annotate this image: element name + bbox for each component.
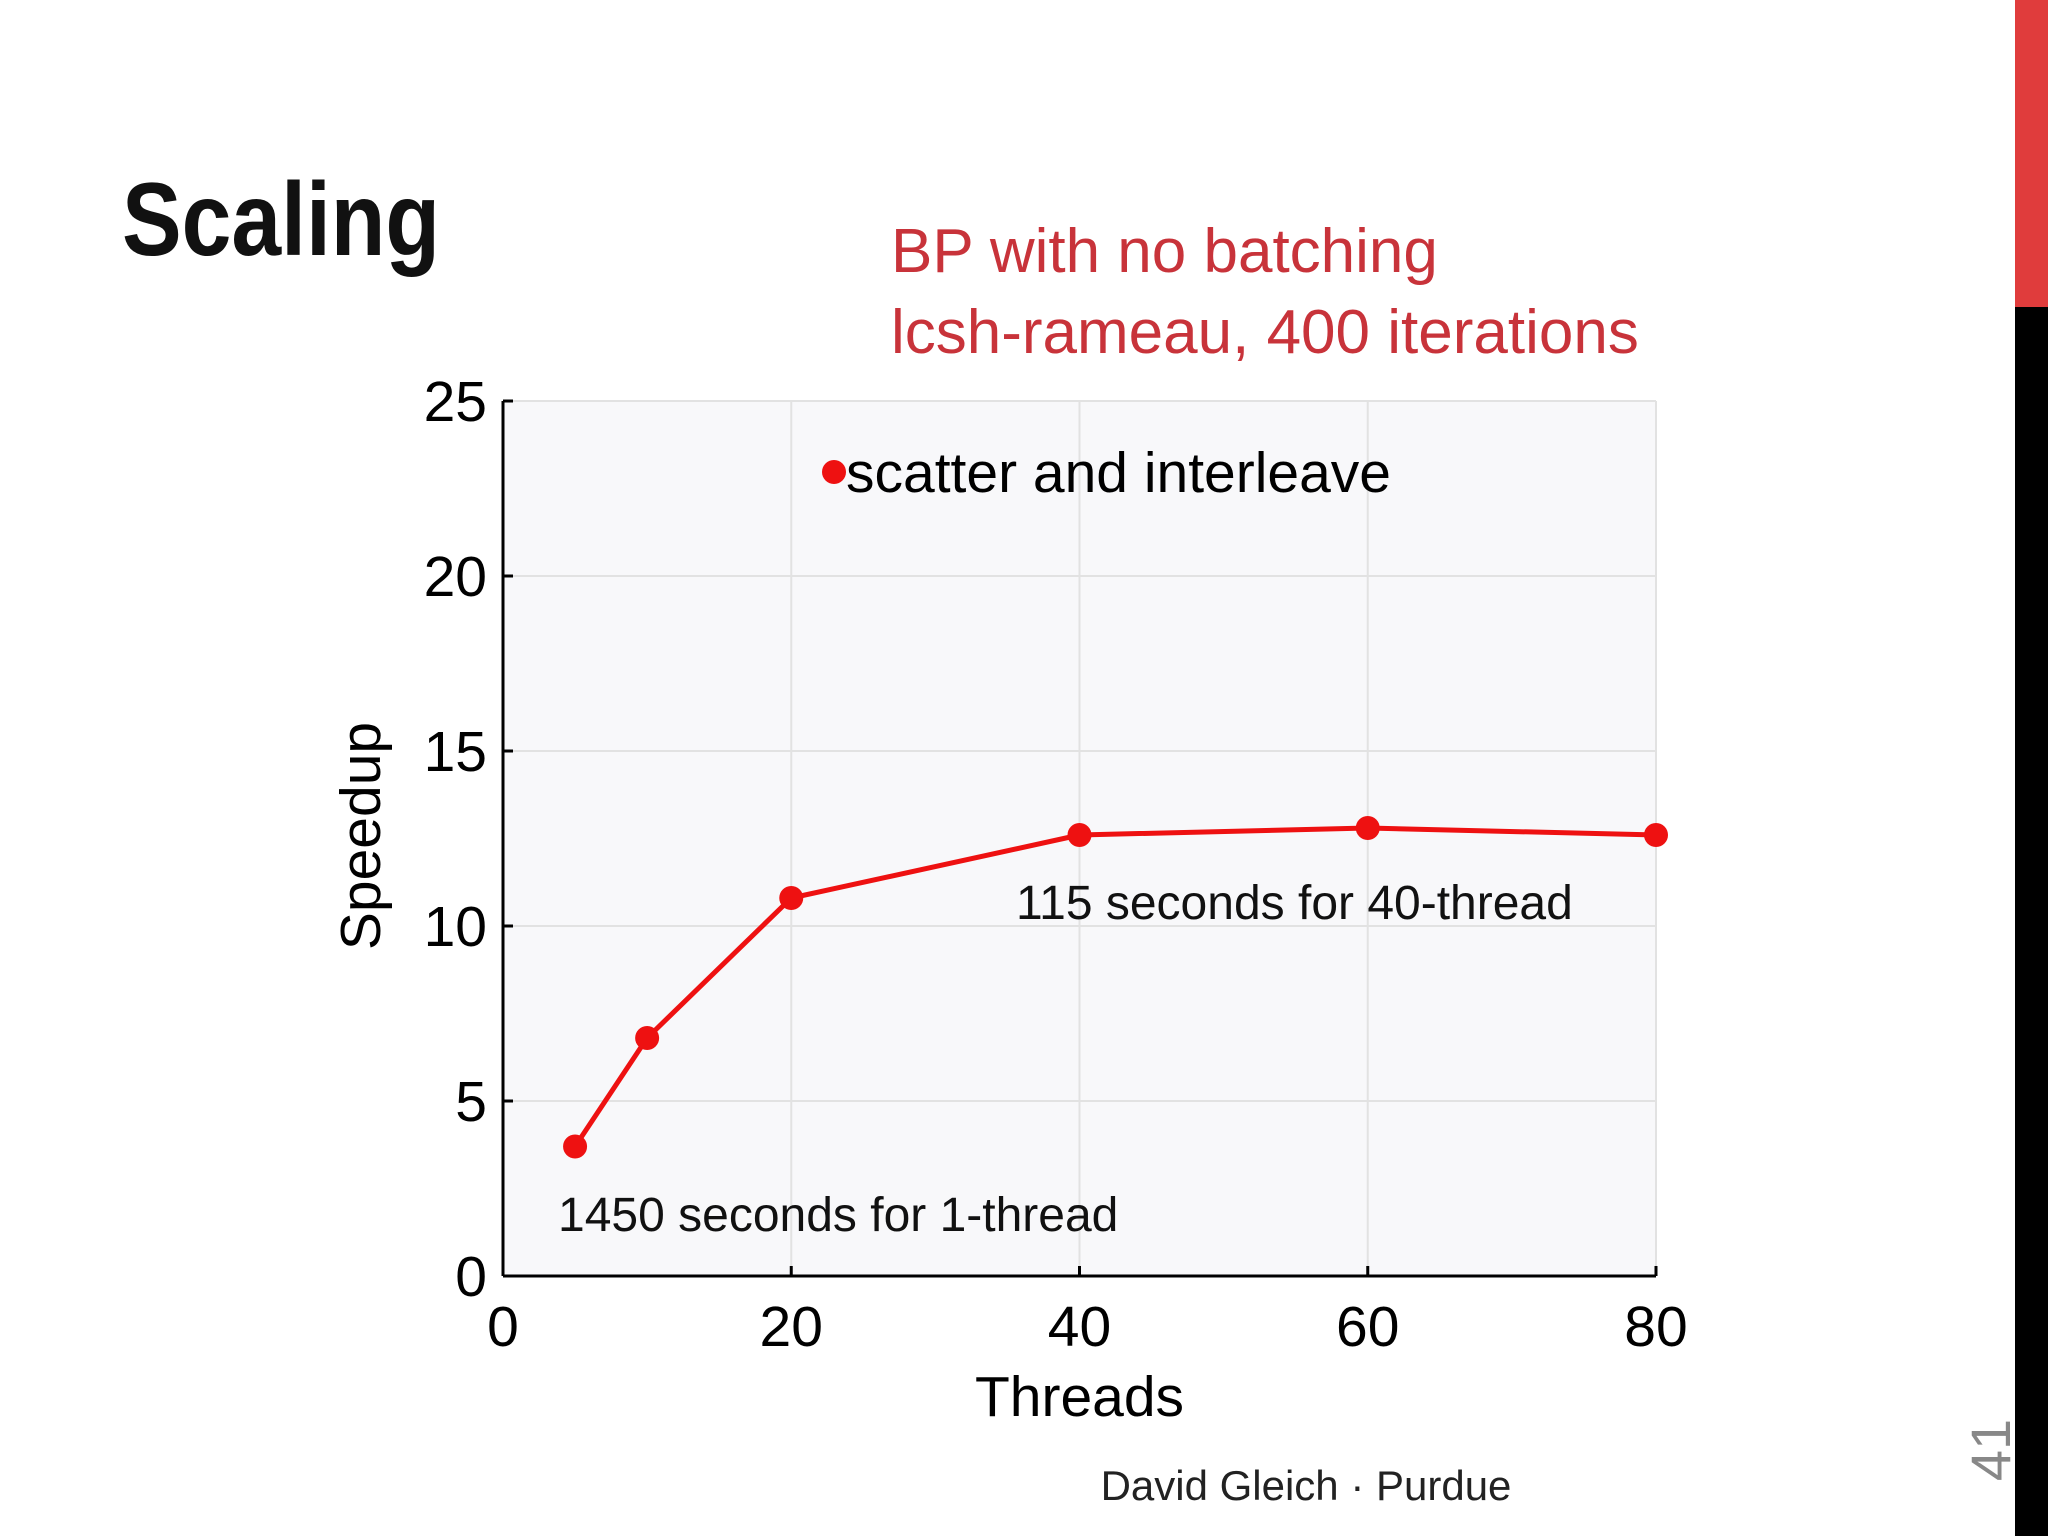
data-point (1355, 816, 1380, 840)
y-tick-label: 0 (455, 1245, 487, 1309)
y-tick-label: 5 (455, 1070, 487, 1134)
y-axis-label: Speedup (329, 722, 393, 950)
y-tick-label: 15 (424, 720, 487, 784)
accent-bar (2015, 0, 2048, 307)
x-tick-label: 60 (1336, 1295, 1399, 1359)
x-tick-label: 0 (487, 1295, 519, 1359)
x-tick-label: 40 (1048, 1295, 1111, 1359)
x-tick-label: 80 (1624, 1295, 1687, 1359)
data-point (1644, 823, 1668, 847)
annotation: 1450 seconds for 1-thread (558, 1189, 1118, 1242)
legend-marker (822, 460, 846, 484)
chart-title: BP with no batching (891, 217, 1438, 286)
legend-label: scatter and interleave (846, 441, 1391, 505)
series-line (572, 825, 1657, 1148)
x-axis-label: Threads (975, 1365, 1184, 1429)
y-tick-label: 10 (424, 895, 487, 959)
slide-title: Scaling (122, 161, 440, 278)
side-bar (2015, 307, 2048, 1536)
footer: David Gleich · Purdue (1101, 1462, 1512, 1509)
x-tick-label: 20 (760, 1295, 823, 1359)
page-number: 41 (1959, 1419, 2022, 1481)
data-point (635, 1026, 660, 1050)
annotation: 115 seconds for 40-thread (1016, 877, 1573, 930)
plot: 0 5 10 15 20 25 0 20 40 60 80 Threads Speedup scatter… (329, 370, 1688, 1429)
data-point (779, 886, 804, 910)
y-tick-label: 25 (424, 370, 487, 434)
y-tick-label: 20 (424, 545, 487, 609)
data-point (1067, 823, 1092, 847)
data-point (563, 1134, 588, 1159)
chart-subtitle: lcsh-rameau, 400 iterations (891, 298, 1639, 367)
